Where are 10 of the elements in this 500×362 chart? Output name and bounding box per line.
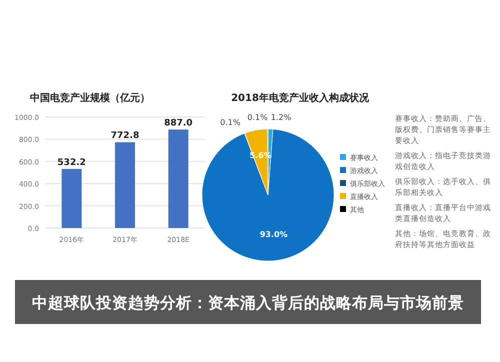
data-label: 0.1%	[220, 118, 241, 128]
data-label: 772.8	[110, 131, 140, 142]
data-label: 532.2	[57, 158, 86, 168]
data-label: 93.0%	[260, 230, 288, 240]
text: 中超球队投资趋势分析：资本涌入背后的战略布局与市场前景	[32, 294, 464, 312]
chart-title: 2018年电竞产业收入构成状况	[231, 92, 370, 104]
chart-title: 中国电竞产业规模（亿元）	[30, 92, 150, 104]
data-label: 0.1%	[247, 113, 268, 122]
data-label: 887.0	[164, 118, 193, 129]
data-label: 1.2%	[270, 113, 292, 122]
